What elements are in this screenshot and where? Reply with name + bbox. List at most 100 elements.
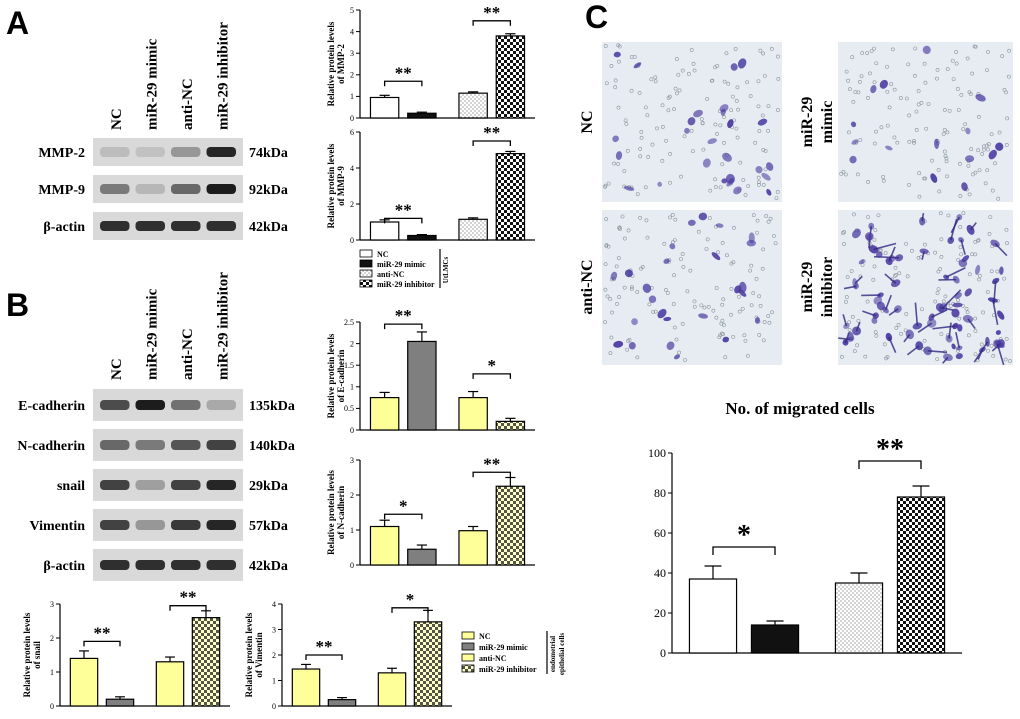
significance-bracket [383, 513, 423, 520]
blot-band [206, 520, 236, 530]
membrane-pore [1004, 142, 1009, 147]
migrated-cell [964, 288, 972, 297]
membrane-pore [916, 89, 921, 93]
membrane-pore [638, 154, 643, 159]
membrane-pore [961, 127, 966, 132]
cell-process [969, 222, 977, 231]
membrane-pore [966, 163, 971, 168]
membrane-pore [754, 277, 759, 281]
membrane-pore [847, 327, 852, 332]
membrane-pore [946, 213, 951, 218]
membrane-pore [604, 217, 608, 222]
membrane-pore [616, 256, 621, 261]
membrane-pore [989, 343, 994, 348]
membrane-pore [679, 257, 683, 261]
migrated-cell [957, 324, 963, 332]
blot-band [135, 480, 165, 490]
membrane-pore [935, 67, 940, 72]
blot-band [206, 440, 236, 450]
membrane-pore [934, 76, 939, 81]
migrated-cell [727, 119, 734, 129]
membrane-pore [740, 306, 745, 311]
membrane-pore [635, 355, 640, 360]
membrane-pore [613, 78, 618, 83]
migrated-cell [755, 165, 763, 174]
membrane-pore [997, 130, 1002, 135]
y-tick-label: 5 [350, 6, 354, 15]
membrane-pore [722, 79, 727, 84]
migrated-cell [852, 228, 861, 239]
membrane-pore [625, 347, 630, 352]
chart-mmp9: 0 2 4 6 Relative protein levelsof MMP-9 ** ** [326, 123, 535, 245]
membrane-pore [745, 80, 750, 85]
membrane-pore [985, 68, 989, 72]
membrane-pore [749, 303, 754, 308]
membrane-pore [700, 121, 705, 125]
blot-band [100, 560, 130, 570]
membrane-pore [620, 214, 625, 219]
migrated-cell [876, 301, 885, 311]
membrane-pore [688, 268, 693, 273]
bar [495, 485, 526, 566]
migrated-cell [885, 145, 893, 151]
membrane-pore [655, 126, 659, 131]
blot-kda-label: 29kDa [249, 479, 288, 494]
membrane-pore [729, 286, 734, 291]
blot-band [206, 147, 236, 157]
migrated-cell [726, 178, 734, 187]
membrane-pore [848, 87, 852, 92]
membrane-pore [995, 269, 1000, 274]
membrane-pore [961, 211, 966, 216]
membrane-pore [874, 61, 879, 66]
membrane-pore [757, 294, 762, 299]
membrane-pore [936, 269, 941, 274]
migrated-cell [673, 354, 680, 360]
y-tick-label: 6 [350, 128, 354, 137]
membrane-pore [666, 108, 671, 113]
migrated-cell [864, 232, 874, 241]
membrane-pore [894, 272, 898, 277]
lane-label: miR-29 mimic [144, 288, 160, 380]
membrane-pore [720, 162, 725, 167]
membrane-pore [905, 274, 910, 279]
legend-swatch [359, 259, 373, 268]
migrated-cell [961, 255, 970, 263]
membrane-pore [852, 349, 857, 354]
membrane-pore [1004, 337, 1009, 341]
blot-band [171, 184, 201, 194]
membrane-pore [680, 321, 685, 326]
blot-band [171, 520, 201, 530]
membrane-pore [863, 354, 868, 359]
bar [369, 96, 400, 119]
membrane-pore [630, 285, 634, 290]
membrane-pore [987, 232, 992, 236]
chart-n-cadherin: 0 1 2 3 Relative protein levelsof N-cadherin… [326, 454, 535, 570]
significance-label: * [488, 356, 497, 375]
membrane-pore [935, 357, 940, 361]
membrane-pore [917, 194, 922, 199]
membrane-pore [858, 138, 863, 142]
membrane-pore [603, 262, 608, 267]
membrane-pore [609, 335, 614, 340]
membrane-pore [673, 217, 678, 222]
cell-process [842, 314, 848, 327]
migrated-cell [610, 271, 618, 281]
membrane-pore [603, 44, 608, 48]
legend-item: miR-29 inhibitor [479, 665, 537, 674]
cell-process [945, 267, 966, 278]
membrane-pore [746, 184, 751, 188]
membrane-pore [1004, 227, 1009, 232]
blot-band [171, 560, 201, 570]
lane-label: miR-29 inhibitor [215, 272, 231, 380]
membrane-pore [617, 225, 622, 230]
membrane-pore [842, 242, 846, 246]
membrane-pore [951, 77, 956, 82]
significance-label: ** [483, 3, 500, 22]
membrane-pore [917, 171, 922, 176]
membrane-pore [943, 154, 948, 159]
membrane-pore [719, 331, 724, 336]
y-tick-label: 3 [50, 600, 54, 609]
membrane-pore [885, 123, 890, 128]
bar [495, 420, 526, 431]
